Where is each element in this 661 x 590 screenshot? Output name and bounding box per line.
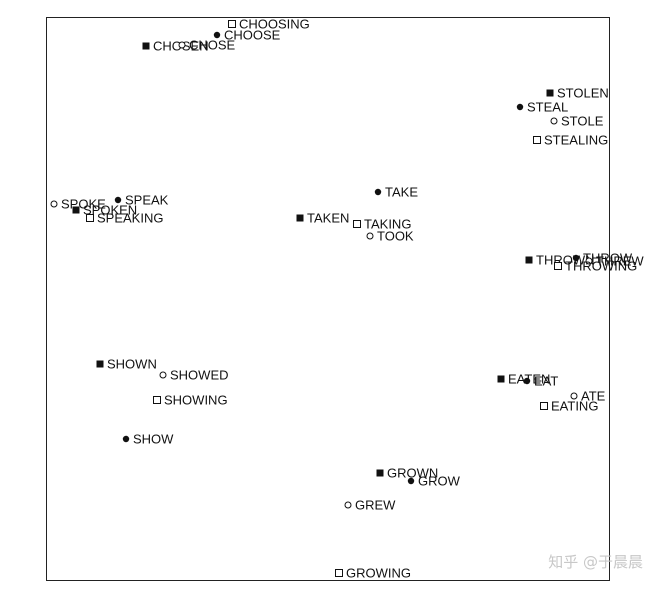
point-label: SPOKEN bbox=[83, 203, 137, 218]
point-grow: GROW bbox=[407, 474, 461, 489]
point-label: THROWING bbox=[565, 259, 637, 274]
point-label: THROWN bbox=[536, 253, 595, 268]
marker-filled-square bbox=[96, 360, 104, 368]
marker-filled-square bbox=[376, 469, 384, 477]
point-label: CHOOSE bbox=[224, 28, 281, 43]
point-spoke: SPOKE bbox=[50, 197, 106, 212]
point-label: STOLEN bbox=[557, 86, 609, 101]
point-label: THREW bbox=[596, 254, 644, 269]
marker-filled-circle bbox=[374, 188, 382, 196]
point-chose: CHOSE bbox=[178, 38, 236, 53]
point-show: SHOW bbox=[122, 432, 174, 447]
point-label: TAKEN bbox=[307, 211, 349, 226]
point-choosing: CHOOSING bbox=[228, 17, 310, 32]
point-threw: THREW bbox=[585, 254, 644, 269]
point-took: TOOK bbox=[366, 229, 414, 244]
point-taking: TAKING bbox=[353, 217, 411, 232]
point-label: GREW bbox=[355, 498, 396, 513]
point-showed: SHOWED bbox=[159, 368, 229, 383]
marker-open-circle bbox=[550, 117, 558, 125]
point-label: SPEAK bbox=[125, 193, 169, 208]
point-label: SHOWING bbox=[164, 393, 228, 408]
marker-open-circle bbox=[570, 392, 578, 400]
point-spoken: SPOKEN bbox=[72, 203, 137, 218]
point-eat: EAT bbox=[523, 374, 558, 389]
point-steal: STEAL bbox=[516, 100, 568, 115]
marker-open-circle bbox=[344, 501, 352, 509]
marker-filled-square bbox=[72, 206, 80, 214]
point-label: STEALING bbox=[544, 133, 608, 148]
point-label: TOOK bbox=[377, 229, 414, 244]
point-eating: EATING bbox=[540, 399, 598, 414]
marker-filled-circle bbox=[114, 196, 122, 204]
point-showing: SHOWING bbox=[153, 393, 228, 408]
points-layer: CHOOSINGCHOOSECHOSENCHOSESTOLENSTEALSTOL… bbox=[50, 17, 644, 581]
marker-filled-circle bbox=[407, 477, 415, 485]
watermark: 知乎 @于晨晨 bbox=[548, 553, 643, 571]
point-label: CHOSE bbox=[189, 38, 236, 53]
point-label: TAKE bbox=[385, 185, 418, 200]
point-label: SPOKE bbox=[61, 197, 106, 212]
point-label: STOLE bbox=[561, 114, 604, 129]
point-label: GROWING bbox=[346, 566, 411, 581]
marker-open-circle bbox=[50, 200, 58, 208]
marker-open-square bbox=[533, 136, 541, 144]
marker-filled-circle bbox=[213, 31, 221, 39]
marker-open-circle bbox=[178, 41, 186, 49]
point-label: THROW bbox=[583, 251, 633, 266]
marker-filled-circle bbox=[572, 254, 580, 262]
marker-open-circle bbox=[159, 371, 167, 379]
point-choose: CHOOSE bbox=[213, 28, 281, 43]
point-throw: THROW bbox=[572, 251, 633, 266]
point-label: STEAL bbox=[527, 100, 568, 115]
marker-open-square bbox=[335, 569, 343, 577]
marker-open-square bbox=[86, 214, 94, 222]
point-stole: STOLE bbox=[550, 114, 604, 129]
point-stolen: STOLEN bbox=[546, 86, 609, 101]
plot-frame bbox=[46, 17, 610, 581]
marker-filled-square bbox=[546, 89, 554, 97]
marker-filled-square bbox=[142, 42, 150, 50]
point-speaking: SPEAKING bbox=[86, 211, 163, 226]
point-label: SHOW bbox=[133, 432, 174, 447]
point-growing: GROWING bbox=[335, 566, 411, 581]
point-throwing: THROWING bbox=[554, 259, 637, 274]
marker-open-square bbox=[353, 220, 361, 228]
point-take: TAKE bbox=[374, 185, 418, 200]
point-label: GROWN bbox=[387, 466, 438, 481]
marker-filled-square bbox=[525, 256, 533, 264]
marker-open-square bbox=[554, 262, 562, 270]
point-taken: TAKEN bbox=[296, 211, 349, 226]
point-label: GROW bbox=[418, 474, 461, 489]
point-speak: SPEAK bbox=[114, 193, 169, 208]
marker-filled-square bbox=[497, 375, 505, 383]
point-label: SPEAKING bbox=[97, 211, 163, 226]
point-label: SHOWED bbox=[170, 368, 229, 383]
marker-filled-circle bbox=[122, 435, 130, 443]
marker-filled-square bbox=[296, 214, 304, 222]
marker-open-square bbox=[153, 396, 161, 404]
point-label: CHOOSING bbox=[239, 17, 310, 32]
point-label: SHOWN bbox=[107, 357, 157, 372]
marker-open-circle bbox=[366, 232, 374, 240]
point-ate: ATE bbox=[570, 389, 606, 404]
point-grown: GROWN bbox=[376, 466, 438, 481]
point-grew: GREW bbox=[344, 498, 396, 513]
point-shown: SHOWN bbox=[96, 357, 157, 372]
point-thrown: THROWN bbox=[525, 253, 595, 268]
point-label: EATING bbox=[551, 399, 598, 414]
point-label: TAKING bbox=[364, 217, 411, 232]
point-label: ATE bbox=[581, 389, 606, 404]
marker-open-circle bbox=[585, 257, 593, 265]
marker-open-square bbox=[540, 402, 548, 410]
point-label: EAT bbox=[534, 374, 558, 389]
marker-open-square bbox=[228, 20, 236, 28]
marker-filled-circle bbox=[516, 103, 524, 111]
point-stealing: STEALING bbox=[533, 133, 608, 148]
marker-filled-circle bbox=[523, 377, 531, 385]
